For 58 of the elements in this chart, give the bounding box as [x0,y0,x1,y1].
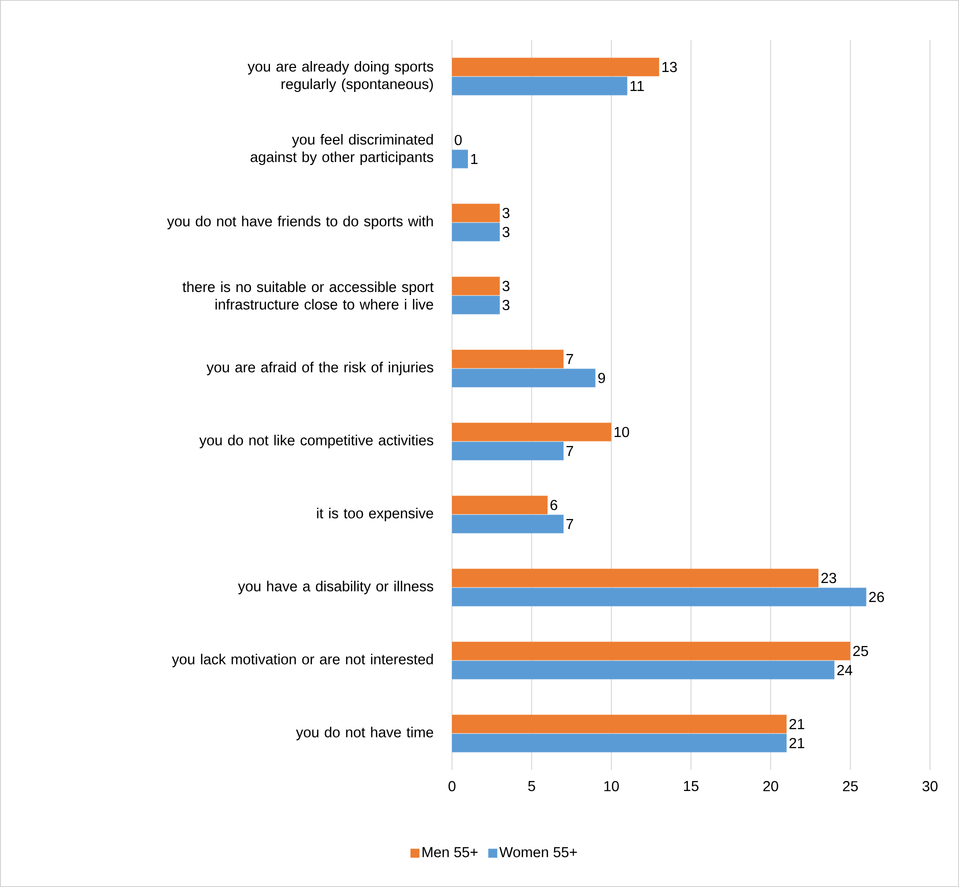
bar [452,76,628,96]
data-label: 7 [566,354,574,364]
bar [452,734,787,752]
y-tick-label: you do not have friends to do sports with [167,216,433,230]
data-label: 13 [662,62,677,72]
y-tick-label: there is no suitable or accessible sport infrastructure close to where i live [182,281,434,310]
x-tick-label: 10 [604,781,619,792]
data-label: 21 [790,718,804,730]
y-tick-label: you do not like competitive activities [199,434,434,448]
data-label: 26 [869,592,884,602]
data-label: 7 [566,446,574,456]
y-tick-label: you have a disability or illness [238,580,434,594]
bar [452,422,612,442]
bar [452,276,500,296]
y-tick-label: it is too expensive [317,508,434,522]
data-label: 9 [598,372,605,384]
data-label: 3 [502,226,510,238]
data-label: 3 [502,208,510,218]
bar [452,714,787,734]
x-tick-label: 30 [922,781,938,792]
y-tick-label: you are already doing sports regularly (spontaneous) [248,61,434,92]
bar [452,296,500,314]
data-label: 21 [790,738,804,748]
y-tick-label: you do not have time [296,726,434,740]
x-tick-label: 0 [448,781,456,792]
bar [452,222,500,242]
legend-label: Men 55+ [422,847,478,858]
x-tick-label: 5 [528,781,536,792]
data-label: 1 [471,154,478,164]
legend-label: Women 55+ [499,847,577,858]
bar [452,368,596,388]
bar [452,204,500,222]
data-label: 25 [853,646,868,656]
bar [452,350,564,368]
bar [452,568,818,588]
bar [452,442,564,460]
bar [452,496,548,514]
y-tick-label: you lack motivation or are not interested [172,654,433,668]
bar [452,588,866,606]
data-label: 11 [630,81,644,91]
bar [452,642,850,660]
x-tick-label: 15 [684,781,698,792]
bar [452,660,834,680]
data-label: 3 [502,280,510,292]
y-tick-label: you feel discriminated against by other participants [250,134,434,166]
bar [452,58,660,76]
bar [452,514,564,534]
data-label: 0 [454,134,462,146]
x-tick-label: 20 [763,781,778,792]
data-label: 7 [566,519,574,529]
x-tick-label: 25 [843,781,858,792]
data-label: 10 [614,426,630,438]
bar [452,150,468,168]
y-tick-label: you are afraid of the risk of injuries [206,362,434,376]
data-label: 23 [821,572,836,584]
data-label: 24 [837,664,852,676]
data-label: 3 [502,300,510,310]
data-label: 6 [550,500,558,510]
